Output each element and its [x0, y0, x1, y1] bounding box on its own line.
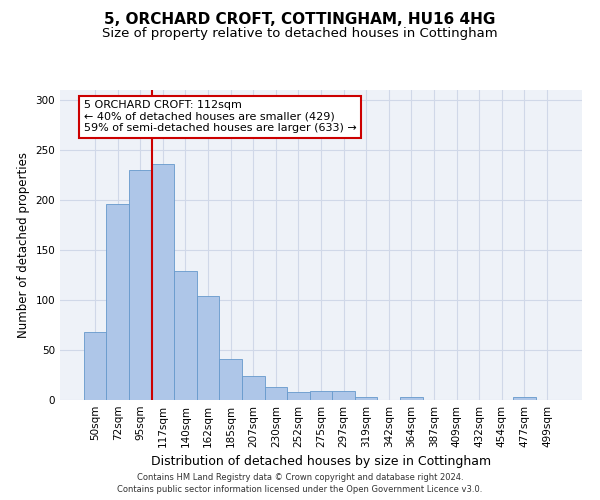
Bar [332, 391, 355, 400]
Text: 5, ORCHARD CROFT, COTTINGHAM, HU16 4HG: 5, ORCHARD CROFT, COTTINGHAM, HU16 4HG [104, 12, 496, 28]
Bar [400, 397, 422, 400]
Bar [265, 387, 287, 400]
Text: Size of property relative to detached houses in Cottingham: Size of property relative to detached ho… [102, 28, 498, 40]
Bar [84, 332, 106, 400]
Bar [287, 392, 310, 400]
Text: Contains HM Land Registry data © Crown copyright and database right 2024.: Contains HM Land Registry data © Crown c… [137, 473, 463, 482]
Bar [355, 397, 377, 400]
Bar [310, 391, 332, 400]
Text: 5 ORCHARD CROFT: 112sqm
← 40% of detached houses are smaller (429)
59% of semi-d: 5 ORCHARD CROFT: 112sqm ← 40% of detache… [84, 100, 356, 133]
Bar [220, 359, 242, 400]
Bar [152, 164, 174, 400]
Bar [129, 170, 152, 400]
Text: Contains public sector information licensed under the Open Government Licence v3: Contains public sector information licen… [118, 486, 482, 494]
Bar [197, 296, 220, 400]
Bar [174, 271, 197, 400]
X-axis label: Distribution of detached houses by size in Cottingham: Distribution of detached houses by size … [151, 456, 491, 468]
Bar [106, 204, 129, 400]
Y-axis label: Number of detached properties: Number of detached properties [17, 152, 30, 338]
Bar [513, 397, 536, 400]
Bar [242, 376, 265, 400]
